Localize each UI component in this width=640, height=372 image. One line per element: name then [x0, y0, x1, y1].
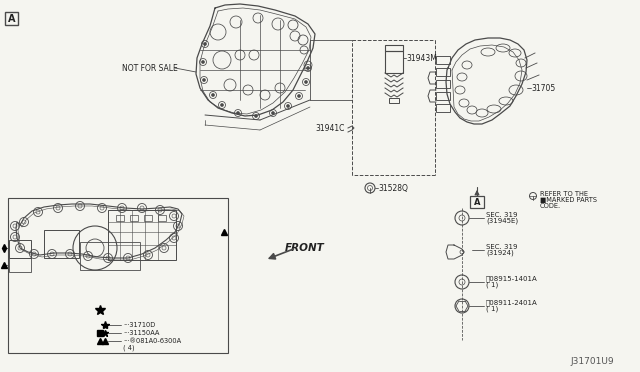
Bar [80, 242, 140, 270]
Circle shape [202, 61, 205, 64]
Circle shape [204, 42, 207, 45]
Text: 31943M: 31943M [406, 54, 437, 62]
Bar [436, 56, 450, 64]
Bar [5, 12, 18, 25]
Text: FRONT: FRONT [285, 243, 324, 253]
Circle shape [307, 67, 310, 70]
Text: ( 1): ( 1) [486, 306, 499, 312]
Text: 31941C: 31941C [316, 124, 345, 132]
Bar [385, 45, 403, 51]
Bar [9, 240, 31, 258]
Bar [130, 215, 138, 221]
Text: (31924): (31924) [486, 250, 514, 256]
Bar [385, 51, 403, 73]
Text: 31528Q: 31528Q [378, 183, 408, 192]
Text: CODE.: CODE. [540, 203, 561, 209]
Circle shape [211, 93, 214, 96]
Bar [158, 215, 166, 221]
Bar [144, 215, 152, 221]
Bar [436, 68, 450, 76]
Text: REFER TO THE: REFER TO THE [540, 191, 588, 197]
Bar [470, 196, 484, 208]
Text: NOT FOR SALE: NOT FOR SALE [122, 64, 178, 73]
Bar [44, 230, 79, 258]
Text: Ⓟ08915-1401A: Ⓟ08915-1401A [486, 276, 538, 282]
Circle shape [305, 80, 307, 83]
Bar [9, 258, 31, 272]
Text: Ⓠ08911-2401A: Ⓠ08911-2401A [486, 300, 538, 306]
Circle shape [271, 112, 275, 115]
Text: 31705: 31705 [531, 83, 556, 93]
Bar [8, 198, 228, 353]
Text: (31945E): (31945E) [486, 218, 518, 224]
Circle shape [255, 115, 257, 118]
Text: ( 1): ( 1) [486, 282, 499, 288]
Bar [108, 210, 176, 260]
Text: ■MARKED PARTS: ■MARKED PARTS [540, 197, 597, 203]
Text: ···31710D: ···31710D [123, 322, 156, 328]
Circle shape [287, 105, 289, 108]
Bar [436, 80, 450, 88]
Circle shape [221, 103, 223, 106]
Bar [436, 92, 450, 100]
Bar [116, 215, 124, 221]
Circle shape [202, 78, 205, 81]
Text: SEC. 319: SEC. 319 [486, 212, 518, 218]
Text: A: A [474, 198, 480, 206]
Bar [436, 104, 450, 112]
Circle shape [237, 112, 239, 115]
Circle shape [298, 94, 301, 97]
Text: J31701U9: J31701U9 [570, 357, 614, 366]
Bar [389, 98, 399, 103]
Text: A: A [8, 13, 15, 23]
Text: ( 4): ( 4) [123, 345, 134, 351]
Text: ···®081A0-6300A: ···®081A0-6300A [123, 338, 181, 344]
Text: SEC. 319: SEC. 319 [486, 244, 518, 250]
Text: ···31150AA: ···31150AA [123, 330, 159, 336]
